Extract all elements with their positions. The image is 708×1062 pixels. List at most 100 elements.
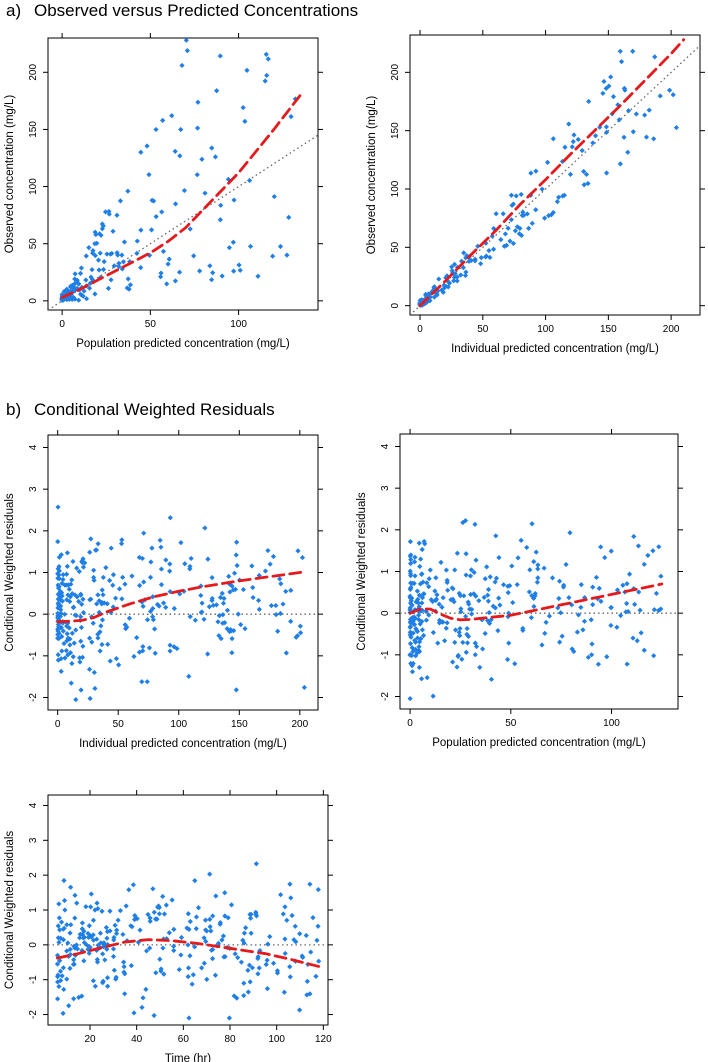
identity-line [410, 45, 700, 315]
data-point [114, 212, 120, 218]
data-point [451, 274, 457, 280]
data-point [539, 642, 545, 648]
data-point [59, 648, 65, 654]
data-point [411, 621, 417, 627]
data-point [77, 659, 83, 665]
data-point [98, 232, 104, 238]
data-point [467, 573, 474, 579]
data-point [209, 277, 215, 283]
data-point [544, 159, 551, 165]
data-point [160, 117, 166, 123]
data-point [417, 563, 423, 570]
data-point [88, 934, 94, 940]
data-point [630, 48, 636, 54]
data-point [78, 624, 85, 631]
data-point [557, 639, 563, 645]
data-point [58, 603, 64, 609]
data-point [60, 572, 66, 578]
y-tick-label: 0 [28, 298, 39, 304]
data-point [187, 226, 193, 232]
loess-smooth-line [408, 582, 664, 622]
data-point [100, 978, 106, 984]
data-point [273, 612, 279, 618]
data-point [123, 903, 129, 909]
data-point [144, 617, 151, 623]
data-point [624, 661, 630, 667]
data-point [198, 609, 204, 616]
data-point [460, 639, 466, 646]
data-point [452, 639, 458, 646]
data-point [116, 586, 123, 592]
data-point [444, 620, 450, 626]
data-point [87, 944, 93, 950]
data-point [73, 942, 80, 948]
y-tick-label: 4 [380, 443, 391, 449]
data-point [472, 258, 478, 264]
data-point [246, 177, 253, 184]
data-point [421, 538, 427, 545]
data-point [56, 568, 62, 574]
data-point [502, 231, 508, 237]
data-point [64, 296, 70, 303]
data-point [414, 588, 421, 594]
data-point [185, 974, 191, 980]
data-point [116, 260, 122, 266]
data-point [550, 209, 556, 216]
data-point [504, 656, 511, 663]
data-point [608, 622, 614, 629]
data-point [72, 280, 78, 287]
data-point [493, 211, 499, 217]
data-point [58, 656, 64, 662]
y-tick-label: 0 [28, 611, 39, 617]
data-point [55, 575, 61, 581]
data-point [58, 935, 64, 941]
data-point [220, 620, 226, 626]
data-point [407, 595, 413, 601]
data-point [517, 225, 523, 232]
data-point [295, 548, 301, 554]
data-point [56, 595, 62, 602]
y-tick-label: 0 [380, 610, 391, 616]
data-point [167, 515, 173, 521]
data-point [604, 654, 610, 660]
data-point [215, 940, 222, 946]
plot-cwres-vs-population-predicted: 0 50 100 -2 -1 0 1 2 3 4 Population predicted conc… [356, 429, 683, 749]
data-point [102, 957, 108, 963]
data-point [514, 581, 520, 588]
data-point [192, 944, 198, 950]
data-point [247, 915, 254, 921]
data-point [625, 608, 631, 615]
data-point [172, 201, 179, 207]
data-point [642, 112, 648, 118]
data-point [108, 609, 114, 616]
data-point [189, 981, 195, 987]
data-point [178, 126, 184, 133]
data-point [443, 283, 449, 289]
data-point [95, 257, 102, 263]
x-tick-label: 50 [145, 319, 157, 330]
data-point [99, 908, 105, 914]
data-point [76, 281, 82, 287]
data-point [535, 566, 541, 572]
data-point [458, 258, 465, 264]
data-point [67, 946, 73, 952]
data-point [78, 638, 84, 644]
data-point [78, 687, 84, 693]
data-point [255, 953, 261, 960]
data-point [126, 615, 133, 621]
data-point [187, 918, 193, 925]
data-point [590, 584, 596, 590]
section-b-title: Conditional Weighted Residuals [34, 400, 275, 419]
data-point [55, 610, 61, 616]
data-point [426, 584, 432, 590]
data-point [603, 170, 610, 176]
data-point [482, 630, 488, 637]
data-point [289, 912, 295, 919]
data-point [415, 600, 421, 606]
data-point [247, 979, 253, 985]
data-point [187, 614, 193, 620]
data-point [496, 595, 502, 601]
data-point [460, 265, 466, 271]
data-point [558, 610, 564, 616]
data-point [489, 233, 495, 239]
